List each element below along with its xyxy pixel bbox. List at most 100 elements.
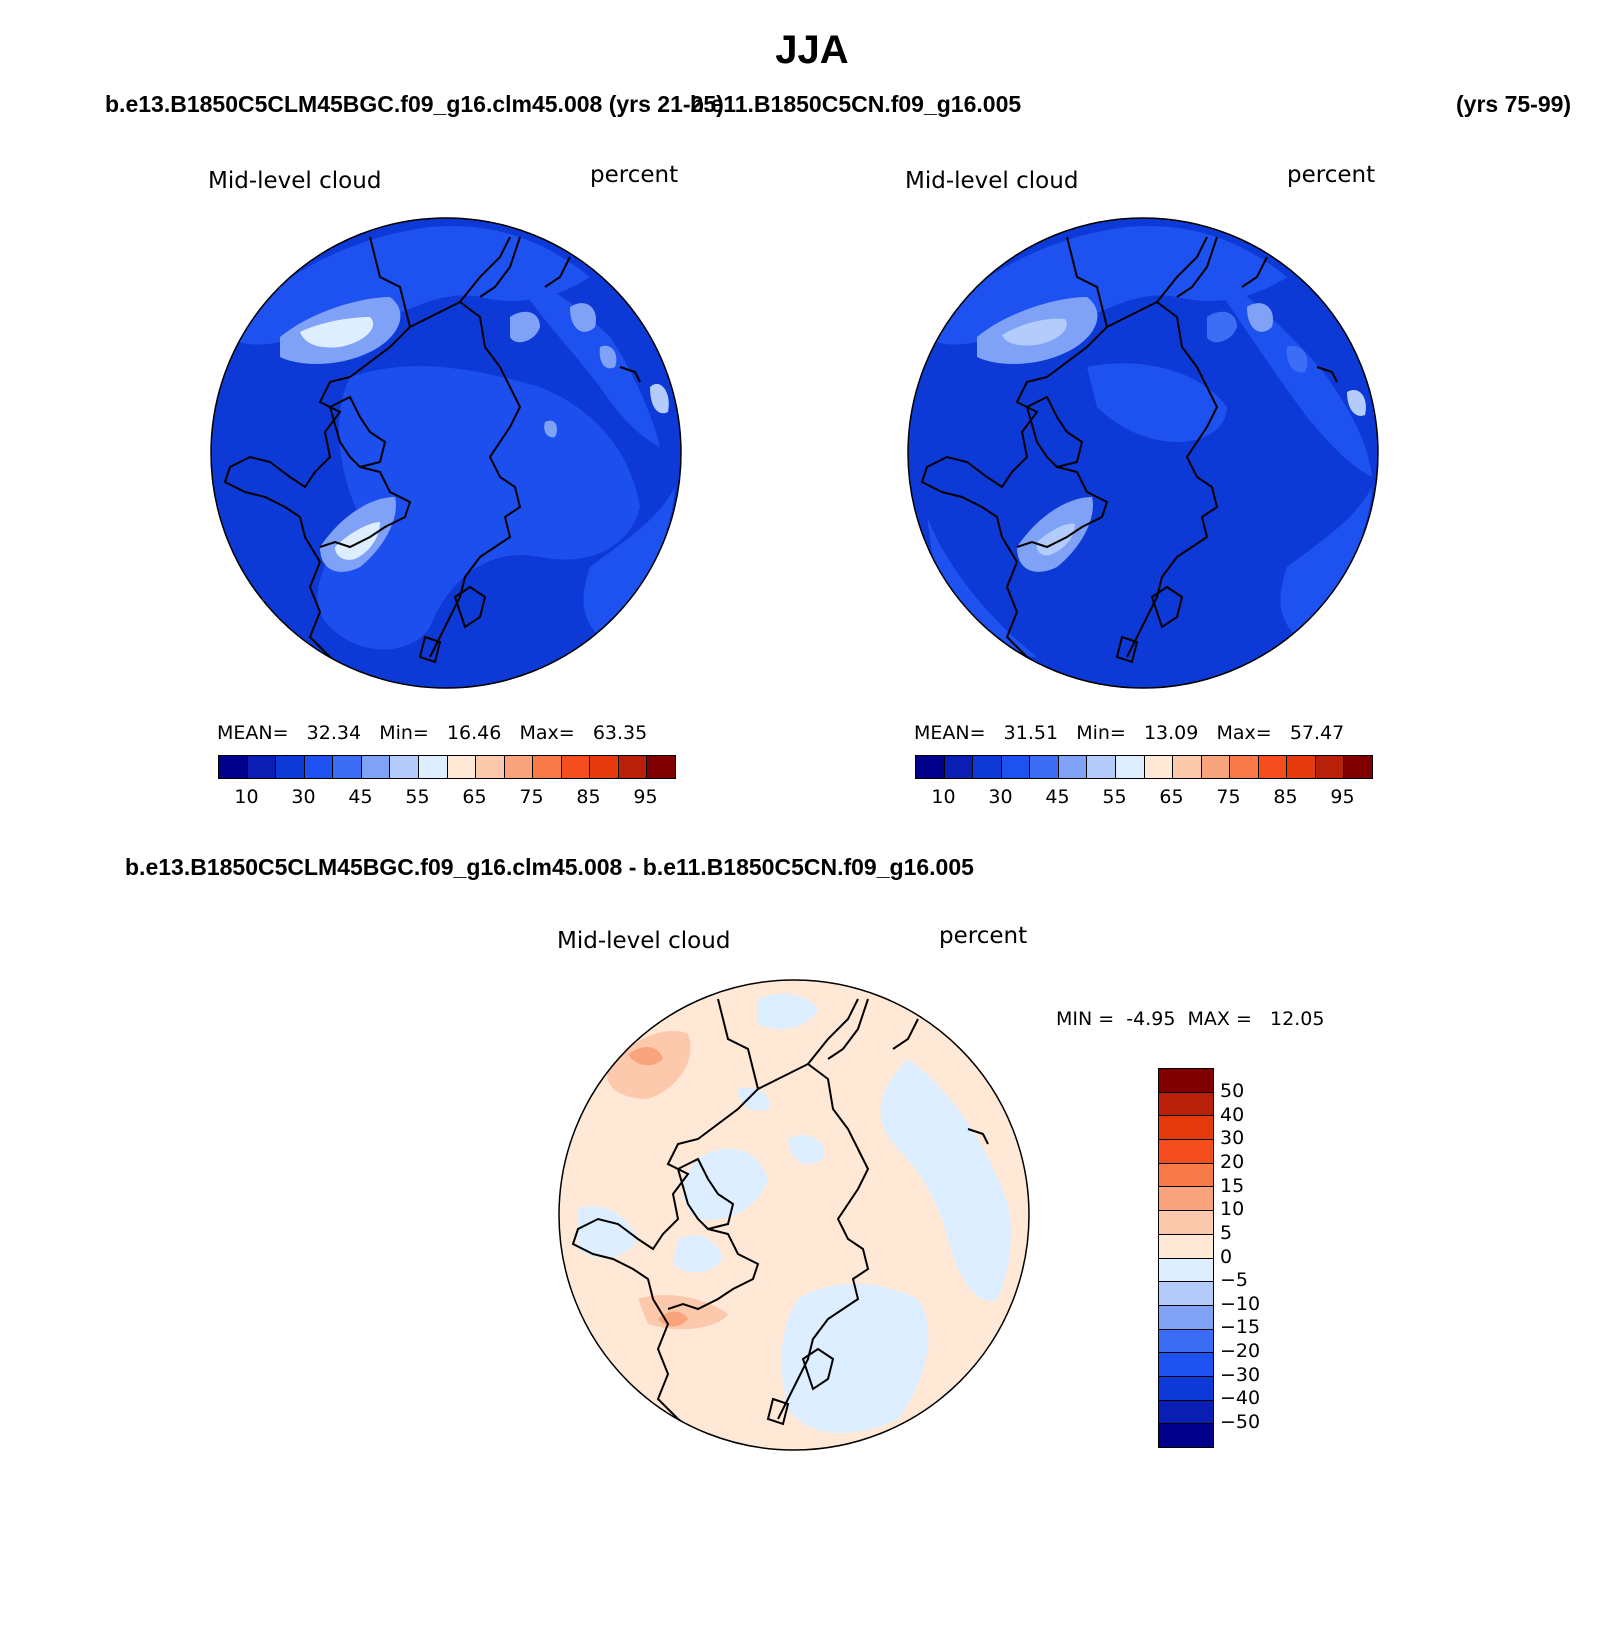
case1-colorbar-tick-label: 10 — [234, 786, 259, 808]
diff-title: b.e13.B1850C5CLM45BGC.f09_g16.clm45.008 … — [125, 854, 974, 880]
diff-colorbar-tick-label: −30 — [1220, 1363, 1261, 1386]
case2-colorbar-tick-label: 75 — [1216, 786, 1241, 808]
case2-mean-label: MEAN= — [914, 722, 986, 744]
case2-colorbar-tick-label: 85 — [1273, 786, 1298, 808]
diff-colorbar — [1158, 1068, 1214, 1448]
diff-colorbar-box — [1159, 1163, 1213, 1188]
diff-colorbar-tick-label: −20 — [1220, 1340, 1261, 1362]
diff-max-label: MAX = — [1187, 1008, 1252, 1030]
case1-min-value: 16.46 — [446, 722, 502, 744]
case1-colorbar-ticks: 10 30 45 55 65 75 85 95 — [218, 786, 674, 810]
diff-colorbar-tick-label: 0 — [1220, 1245, 1233, 1268]
diff-colorbar-tick-label: −10 — [1220, 1292, 1261, 1315]
diff-colorbar-tick-label: −40 — [1220, 1387, 1261, 1410]
case1-title: b.e13.B1850C5CLM45BGC.f09_g16.clm45.008 … — [105, 91, 724, 117]
case2-colorbar-tick-label: 10 — [931, 786, 956, 808]
diff-colorbar-ticks: 50 40 30 20 15 10 5 0 −5 −10 −15 −20 −30 −40 −50 — [1220, 1068, 1300, 1446]
case1-colorbar-tick-label: 75 — [519, 786, 544, 808]
case1-colorbar-box — [476, 756, 505, 778]
case2-colorbar-box — [1344, 756, 1372, 778]
diff-colorbar-box — [1159, 1424, 1213, 1447]
diff-colorbar-tick-label: −5 — [1220, 1269, 1249, 1292]
case2-units-label: percent — [1287, 162, 1376, 188]
page-title: JJA — [775, 28, 849, 72]
case1-colorbar-tick-label: 65 — [462, 786, 487, 808]
case2-colorbar-tick-label: 30 — [988, 786, 1013, 808]
diff-colorbar-tick-label: −15 — [1220, 1316, 1261, 1339]
case1-mean-value: 32.34 — [306, 722, 362, 744]
diff-colorbar-box — [1159, 1376, 1213, 1401]
case1-colorbar-box — [647, 756, 675, 778]
diff-min-value: -4.95 — [1126, 1008, 1176, 1030]
case1-mean-label: MEAN= — [217, 722, 289, 744]
case2-stats: MEAN= 31.51 Min= 13.09 Max= 57.47 — [914, 722, 1344, 744]
diff-colorbar-box — [1159, 1282, 1213, 1306]
case2-colorbar-box — [1230, 756, 1259, 778]
case2-title: b.e11.B1850C5CN.f09_g16.005 — [690, 91, 1022, 117]
diff-colorbar-box — [1159, 1329, 1213, 1354]
case1-variable-label: Mid-level cloud — [208, 168, 382, 194]
case2-map — [907, 217, 1379, 689]
case2-min-label: Min= — [1076, 722, 1126, 744]
case2-colorbar-box — [1115, 756, 1145, 778]
diff-colorbar-box — [1159, 1211, 1213, 1235]
case1-colorbar-box — [276, 756, 305, 778]
diff-variable-label: Mid-level cloud — [557, 928, 731, 954]
case2-colorbar-box — [973, 756, 1002, 778]
diff-min-label: MIN = — [1056, 1008, 1115, 1030]
case1-map — [210, 217, 682, 689]
case1-max-value: 63.35 — [592, 722, 648, 744]
case1-colorbar-box — [504, 756, 534, 778]
diff-colorbar-box — [1159, 1140, 1213, 1164]
diff-colorbar-box — [1159, 1305, 1213, 1330]
diff-units-label: percent — [939, 923, 1028, 949]
case1-colorbar-tick-label: 55 — [405, 786, 430, 808]
diff-colorbar-tick-label: −50 — [1220, 1410, 1261, 1433]
diff-colorbar-tick-label: 40 — [1220, 1103, 1245, 1126]
case2-colorbar-box — [1315, 756, 1345, 778]
diff-colorbar-box — [1159, 1069, 1213, 1093]
case2-colorbar-box — [916, 756, 945, 778]
diff-colorbar-box — [1159, 1258, 1213, 1283]
case2-colorbar-ticks: 10 30 45 55 65 75 85 95 — [915, 786, 1371, 810]
case1-colorbar-box — [361, 756, 391, 778]
case1-colorbar — [218, 755, 676, 779]
case1-colorbar-box — [418, 756, 448, 778]
case2-colorbar-box — [1173, 756, 1202, 778]
case1-colorbar-tick-label: 95 — [633, 786, 658, 808]
case2-colorbar-tick-label: 45 — [1045, 786, 1070, 808]
diff-colorbar-box — [1159, 1353, 1213, 1377]
case2-colorbar-box — [1258, 756, 1288, 778]
case2-colorbar-box — [1087, 756, 1116, 778]
case1-colorbar-box — [219, 756, 248, 778]
diff-stats: MIN = -4.95 MAX = 12.05 — [1056, 1008, 1324, 1030]
case1-colorbar-box — [533, 756, 562, 778]
diff-colorbar-box — [1159, 1234, 1213, 1259]
case1-max-label: Max= — [519, 722, 575, 744]
case2-colorbar-box — [944, 756, 974, 778]
case1-colorbar-tick-label: 30 — [291, 786, 316, 808]
diff-colorbar-box — [1159, 1116, 1213, 1141]
case1-colorbar-box — [618, 756, 648, 778]
case2-variable-label: Mid-level cloud — [905, 168, 1079, 194]
diff-map — [558, 979, 1030, 1451]
case2-colorbar-box — [1001, 756, 1031, 778]
case1-stats: MEAN= 32.34 Min= 16.46 Max= 63.35 — [217, 722, 647, 744]
case1-colorbar-box — [333, 756, 362, 778]
case2-max-label: Max= — [1216, 722, 1272, 744]
case2-colorbar-tick-label: 95 — [1330, 786, 1355, 808]
diff-colorbar-box — [1159, 1092, 1213, 1117]
case2-colorbar-tick-label: 55 — [1102, 786, 1127, 808]
diff-colorbar-tick-label: 50 — [1220, 1080, 1245, 1103]
case1-colorbar-box — [561, 756, 591, 778]
case2-colorbar-box — [1144, 756, 1174, 778]
case2-years: (yrs 75-99) — [1456, 91, 1572, 117]
case1-colorbar-tick-label: 45 — [348, 786, 373, 808]
case2-colorbar-box — [1030, 756, 1059, 778]
diff-colorbar-tick-label: 10 — [1220, 1198, 1245, 1221]
case1-colorbar-box — [304, 756, 334, 778]
diff-colorbar-tick-label: 20 — [1220, 1151, 1245, 1173]
case2-colorbar-box — [1058, 756, 1088, 778]
case1-min-label: Min= — [379, 722, 429, 744]
diff-colorbar-box — [1159, 1187, 1213, 1212]
